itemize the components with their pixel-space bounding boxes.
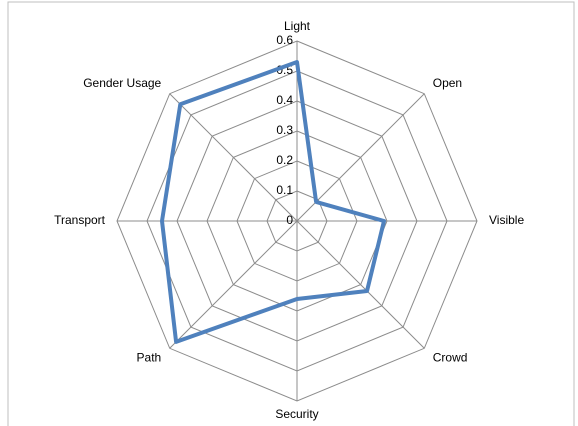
axis-spoke [169,220,298,349]
category-label: Transport [54,213,106,227]
axis-spoke [169,93,298,222]
axis-spoke [296,93,425,222]
axis-spoke [296,220,425,349]
category-label: Light [284,19,311,33]
y-tick-label: 0.4 [276,93,293,107]
category-label: Open [433,76,462,90]
category-label: Gender Usage [83,76,161,90]
y-tick-label: 0.3 [276,123,293,137]
y-tick-label: 0.2 [276,153,293,167]
category-label: Security [275,407,318,421]
y-tick-label: 0 [286,213,293,227]
chart-frame [7,1,575,426]
y-tick-label: 0.6 [276,33,293,47]
series-line [160,60,386,344]
category-label: Visible [489,213,524,227]
category-label: Path [137,350,162,364]
category-label: Crowd [433,350,468,364]
y-tick-label: 0.1 [276,183,293,197]
